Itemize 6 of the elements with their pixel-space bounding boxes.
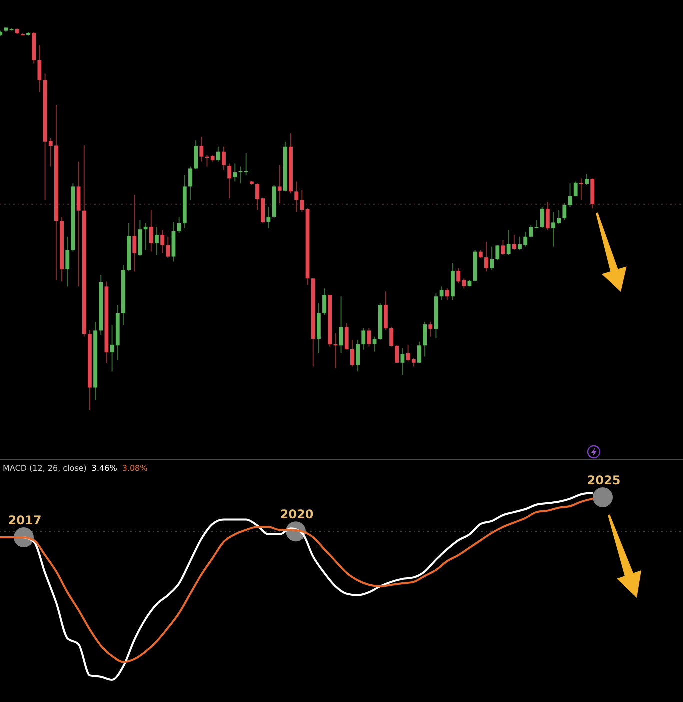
annotation: 2020 — [280, 508, 314, 522]
annotation: 2025 — [587, 473, 621, 488]
text: 3.46% — [92, 464, 118, 473]
text: 3.08% — [122, 464, 148, 473]
annotation: 2017 — [8, 514, 42, 528]
chart-title: MACD (12, 26, close) — [3, 464, 87, 473]
